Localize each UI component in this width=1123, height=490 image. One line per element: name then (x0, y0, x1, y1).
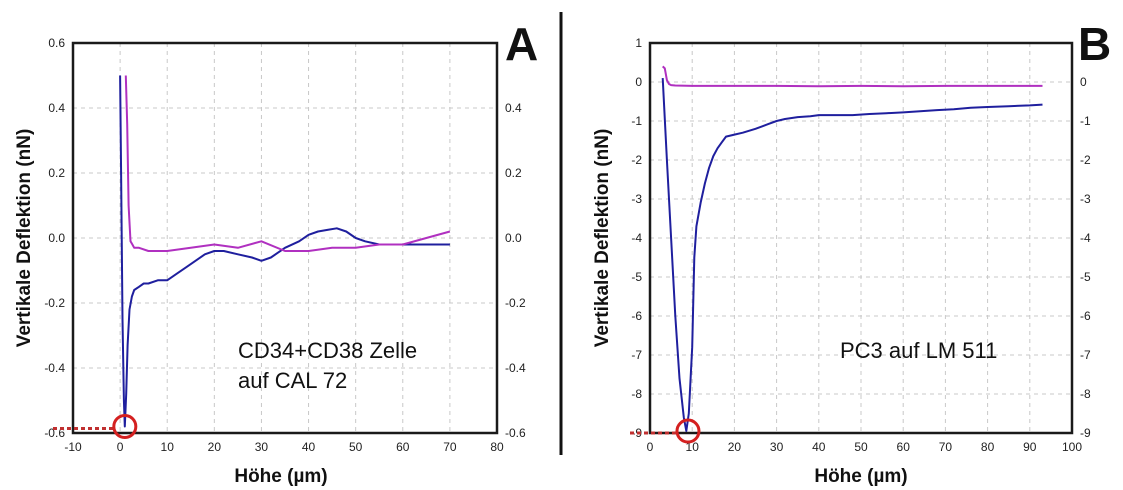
x-tick-label: 70 (443, 440, 457, 454)
y-tick-label-left: -8 (631, 387, 642, 401)
y-tick-label-left: 0.2 (48, 166, 65, 180)
minimum-marker-circle (675, 418, 701, 444)
y-tick-label-right: 0.0 (505, 231, 522, 245)
y-tick-label-left: 0.0 (48, 231, 65, 245)
y-axis-title-b: Vertikale Deflektion (nN) (592, 129, 613, 348)
y-tick-label-left: -2 (631, 153, 642, 167)
x-tick-label: 30 (770, 440, 784, 454)
x-axis-title-a: Höhe (µm) (234, 466, 327, 487)
y-ticks-right-a: 0.4 0.2 0.0 -0.2 -0.4 -0.6 (505, 101, 526, 440)
y-tick-label-right: 0.2 (505, 166, 522, 180)
y-tick-label-left: -0.2 (44, 296, 65, 310)
y-tick-label-left: 0 (635, 75, 642, 89)
minimum-marker-circle (112, 414, 138, 439)
plot-frame-b (648, 41, 1074, 435)
annotation-b-line1: PC3 auf LM 511 (840, 338, 997, 363)
x-tick-label: 10 (161, 440, 175, 454)
y-tick-label-right: 0 (1080, 75, 1087, 89)
x-tick-label: 80 (981, 440, 995, 454)
panel-label-a: A (505, 18, 538, 70)
series-line-magenta (124, 75, 451, 252)
y-tick-label-left: 0.6 (48, 36, 65, 50)
x-tick-label: 20 (208, 440, 222, 454)
x-ticks-b: 0 10 20 30 40 50 60 70 80 90 100 (647, 440, 1083, 454)
x-tick-label: 0 (647, 440, 654, 454)
y-tick-label-right: -7 (1080, 348, 1091, 362)
y-tick-label-left: -5 (631, 270, 642, 284)
y-tick-label-left: 0.4 (48, 101, 65, 115)
y-tick-label-left: -4 (631, 231, 642, 245)
y-tick-label-left: -6 (631, 309, 642, 323)
y-ticks-right-b: 0 -1 -2 -3 -4 -5 -6 -7 -8 -9 (1080, 75, 1091, 440)
marker-group-b (630, 418, 701, 444)
series-line-blue (119, 75, 450, 428)
x-tick-label: 0 (117, 440, 124, 454)
y-tick-label-left: -7 (631, 348, 642, 362)
x-tick-label: 20 (728, 440, 742, 454)
y-axis-title-a: Vertikale Deflektion (nN) (14, 129, 35, 348)
x-tick-label: 100 (1062, 440, 1082, 454)
grid-b (649, 42, 1073, 434)
y-tick-label-right: -8 (1080, 387, 1091, 401)
y-ticks-left-b: 1 0 -1 -2 -3 -4 -5 -6 -7 -8 -9 (631, 36, 642, 440)
y-tick-label-right: -5 (1080, 270, 1091, 284)
y-tick-label-left: -9 (631, 426, 642, 440)
series-group-a (119, 75, 451, 428)
x-tick-label: 30 (255, 440, 269, 454)
y-tick-label-right: -9 (1080, 426, 1091, 440)
annotation-a-line2: auf CAL 72 (238, 368, 347, 393)
x-tick-label: 80 (490, 440, 504, 454)
y-tick-label-left: 1 (635, 36, 642, 50)
x-tick-label: 40 (812, 440, 826, 454)
series-line-magenta (662, 65, 1043, 88)
y-tick-label-right: -1 (1080, 114, 1091, 128)
y-ticks-left-a: 0.60.40.20.0-0.2-0.4-0.6 (44, 36, 65, 440)
x-tick-label: 50 (349, 440, 363, 454)
x-tick-label: 50 (854, 440, 868, 454)
y-tick-label-right: -4 (1080, 231, 1091, 245)
panel-label-b: B (1078, 18, 1111, 70)
x-tick-label: 60 (396, 440, 410, 454)
y-tick-label-right: -0.4 (505, 361, 526, 375)
x-tick-label: 60 (897, 440, 911, 454)
y-tick-label-right: -6 (1080, 309, 1091, 323)
x-tick-label: 40 (302, 440, 316, 454)
y-tick-label-right: -0.6 (505, 426, 526, 440)
x-tick-label: 70 (939, 440, 953, 454)
series-group-b (661, 65, 1043, 432)
series-line-blue (661, 78, 1043, 432)
y-tick-label-right: -3 (1080, 192, 1091, 206)
y-tick-label-right: -2 (1080, 153, 1091, 167)
x-axis-title-b: Höhe (µm) (814, 466, 907, 487)
marker-group-a (53, 414, 138, 439)
panel-b: 0 10 20 30 40 50 60 70 80 90 100 10-1-2-3-4-5-6-7-… (592, 18, 1111, 487)
y-tick-label-right: 0.4 (505, 101, 522, 115)
x-ticks-a: -10 0 10 20 30 40 50 60 70 80 (64, 440, 504, 454)
y-tick-label-right: -0.2 (505, 296, 526, 310)
panel-a: -10 0 10 20 30 40 50 60 70 80 0.6 0.4 0.2 0.0 -0.2 -0.… (14, 18, 538, 487)
y-tick-label-left: -0.4 (44, 361, 65, 375)
x-tick-label: 90 (1023, 440, 1037, 454)
annotation-a-line1: CD34+CD38 Zelle (238, 338, 417, 363)
y-tick-label-left: -3 (631, 192, 642, 206)
plot-frame-a (71, 41, 499, 435)
x-tick-label: -10 (64, 440, 82, 454)
y-tick-label-left: -1 (631, 114, 642, 128)
